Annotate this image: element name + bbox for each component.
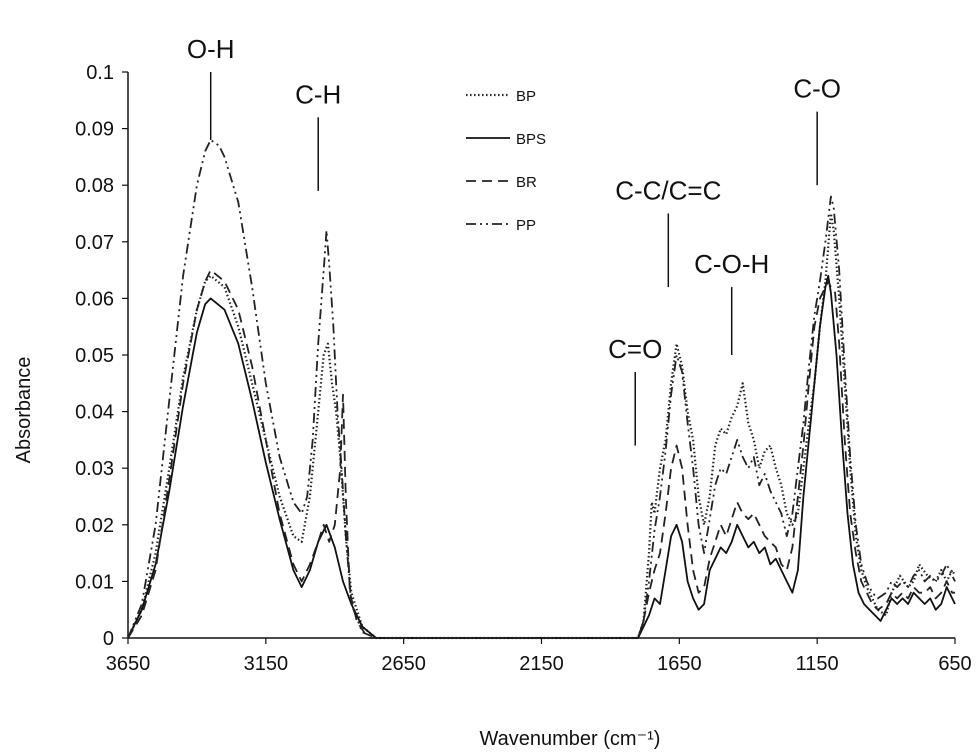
peak-annotations: O-H C-H C-C/C=C C-O-H C=O C-O: [187, 34, 841, 446]
series-line-br: [127, 269, 955, 639]
y-tick-label: 0.04: [75, 402, 114, 424]
annotation-label: C-O: [793, 74, 841, 104]
legend-label-bp: BP: [516, 88, 536, 105]
y-tick-labels: 0 0.01 0.02 0.03 0.04 0.05 0.06 0.07 0.08 0.09 0.1: [75, 62, 128, 650]
x-tick-label: 3650: [106, 653, 151, 675]
annotation-label: C-C/C=C: [615, 176, 721, 206]
y-tick-label: 0.07: [75, 232, 114, 254]
legend-label-pp: PP: [516, 217, 536, 234]
axes: [127, 72, 955, 639]
y-tick-label: 0.03: [75, 458, 114, 480]
y-axis-title: Absorbance: [13, 357, 35, 464]
x-tick-labels: 3650 3150 2650 2150 1650 1150 650: [106, 638, 972, 675]
x-tick-label: 1150: [796, 653, 839, 675]
y-tick-label: 0.09: [75, 119, 114, 141]
annotation-label: C=O: [608, 334, 662, 364]
x-tick-label: 2150: [519, 653, 564, 675]
series-line-pp: [127, 139, 956, 639]
legend-label-br: BR: [516, 174, 537, 191]
y-tick-label: 0: [103, 628, 114, 650]
x-axis-title: Wavenumber (cm⁻¹): [480, 728, 661, 750]
x-tick-label: 2650: [381, 653, 426, 675]
series-line-bps: [127, 274, 956, 639]
y-tick-label: 0.01: [75, 571, 114, 593]
annotation-label: C-O-H: [694, 249, 769, 279]
legend: BP BPS BR PP: [466, 88, 546, 234]
x-tick-label: 3150: [244, 653, 289, 675]
x-tick-label: 650: [938, 653, 971, 675]
legend-label-bps: BPS: [516, 131, 546, 148]
annotation-label: O-H: [187, 34, 235, 64]
y-tick-label: 0.06: [75, 288, 114, 310]
series-line-bp: [127, 212, 956, 640]
x-tick-label: 1650: [657, 653, 702, 675]
y-tick-label: 0.05: [75, 345, 114, 367]
legend-entries: BP BPS BR PP: [466, 88, 546, 234]
annotation-label: C-H: [295, 79, 341, 109]
y-tick-label: 0.02: [75, 515, 114, 537]
series-group: [127, 139, 956, 640]
y-tick-label: 0.08: [75, 175, 114, 197]
y-tick-label: 0.1: [86, 62, 114, 84]
